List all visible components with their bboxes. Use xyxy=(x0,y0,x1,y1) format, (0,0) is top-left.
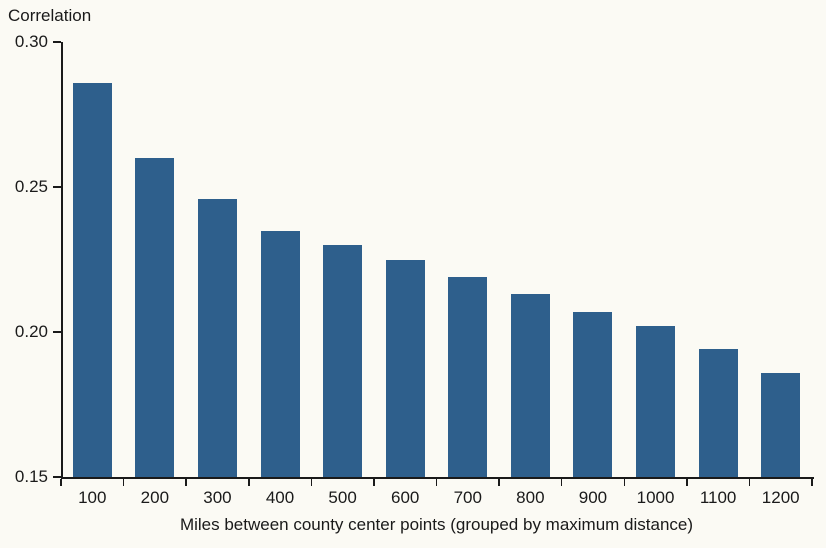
bar xyxy=(573,311,613,477)
bar xyxy=(510,294,550,477)
x-tick-label: 300 xyxy=(203,488,232,507)
x-tick xyxy=(748,478,751,486)
bar xyxy=(636,326,676,477)
x-axis-title: Miles between county center points (grou… xyxy=(179,515,694,534)
x-tick xyxy=(248,478,250,486)
bar xyxy=(698,349,738,477)
y-tick xyxy=(53,186,61,188)
x-tick xyxy=(811,478,813,486)
bar xyxy=(72,82,112,477)
bar xyxy=(323,245,363,477)
y-tick-label: 0.20 xyxy=(14,322,48,341)
y-tick xyxy=(53,476,61,478)
y-tick-label: 0.15 xyxy=(14,467,48,486)
x-tick-label: 700 xyxy=(453,488,482,507)
x-tick-label: 1100 xyxy=(699,488,737,507)
x-tick xyxy=(122,478,125,486)
x-tick xyxy=(686,478,688,486)
x-tick-label: 400 xyxy=(265,488,295,507)
x-axis-line xyxy=(61,477,814,479)
bar xyxy=(135,158,175,477)
y-tick xyxy=(53,41,61,43)
x-tick xyxy=(435,478,438,486)
y-tick-label: 0.25 xyxy=(14,177,48,196)
y-tick-label: 0.30 xyxy=(14,32,48,51)
x-tick-label: 500 xyxy=(328,488,357,507)
y-tick xyxy=(53,331,61,333)
x-tick-label: 600 xyxy=(391,488,420,507)
x-tick-label: 1000 xyxy=(636,488,675,507)
x-tick xyxy=(60,478,62,486)
bar xyxy=(448,276,488,477)
x-tick-label: 900 xyxy=(578,488,608,507)
bar xyxy=(260,230,300,477)
x-tick-label: 200 xyxy=(140,488,170,507)
x-tick xyxy=(498,478,500,486)
y-axis-title: Correlation xyxy=(8,6,92,25)
bar xyxy=(197,198,237,477)
x-tick xyxy=(373,478,375,486)
x-tick-label: 1200 xyxy=(761,488,800,507)
x-tick xyxy=(623,478,625,486)
bar xyxy=(385,259,425,477)
x-tick xyxy=(560,478,563,486)
y-axis-line xyxy=(61,42,63,479)
x-tick xyxy=(310,478,313,486)
x-tick-label: 800 xyxy=(516,488,545,507)
x-tick xyxy=(185,478,187,486)
x-tick-label: 100 xyxy=(78,488,107,507)
bar xyxy=(761,372,801,477)
